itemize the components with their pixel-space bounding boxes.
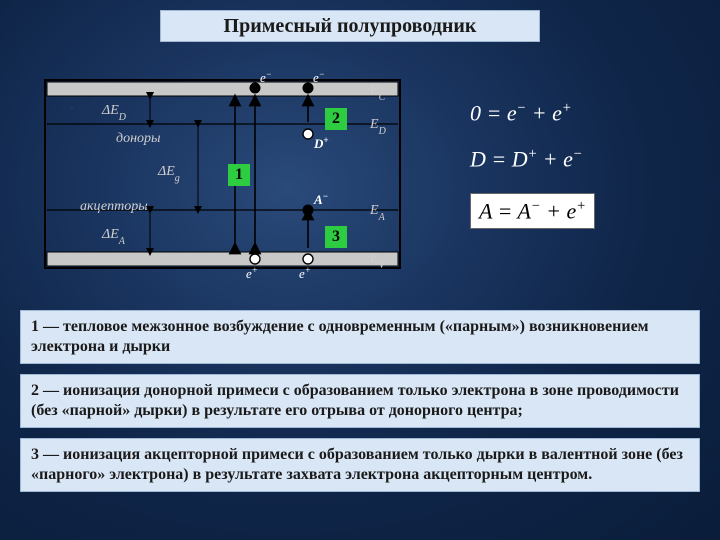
eq2-rhs-a: D — [512, 147, 528, 172]
title-panel: Примесный полупроводник — [160, 10, 540, 42]
marker-1: 1 — [228, 164, 250, 186]
eq3-rhs-a: A — [518, 198, 531, 223]
svg-text:A−: A− — [313, 191, 328, 207]
eq3-rhs-b: e — [566, 198, 576, 223]
eq1-rhs-a: e — [507, 100, 517, 125]
caption-3: 3 — ионизация акцепторной примеси с обра… — [20, 438, 700, 492]
eq2-rhs-b: e — [563, 147, 573, 172]
conduction-band — [47, 82, 398, 96]
equation-2: D = D+ + e− — [470, 146, 690, 172]
equation-3: A = A− + e+ — [470, 193, 595, 229]
label-dEg: ΔEg — [157, 164, 180, 184]
page-title: Примесный полупроводник — [224, 15, 477, 38]
equations-block: 0 = e− + e+ D = D+ + e− A = A− + e+ — [470, 100, 690, 249]
equation-1: 0 = e− + e+ — [470, 100, 690, 126]
eq2-lhs: D — [470, 147, 486, 172]
label-dEd: ΔED — [101, 103, 127, 123]
eq1-rhs-b: e — [552, 100, 562, 125]
label-donors: доноры — [116, 131, 161, 146]
svg-text:e+: e+ — [299, 265, 311, 281]
marker-3: 3 — [325, 226, 347, 248]
caption-2: 2 — ионизация донорной примеси с образов… — [20, 374, 700, 428]
label-acceptors: акцепторы — [80, 199, 148, 214]
caption-1: 1 — тепловое межзонное возбуждение с одн… — [20, 310, 700, 364]
label-Ed: ED — [369, 117, 387, 137]
eq1-lhs: 0 — [470, 100, 481, 125]
label-dEa: ΔEA — [101, 227, 126, 247]
svg-text:D+: D+ — [313, 135, 329, 151]
svg-text:e+: e+ — [246, 265, 258, 281]
marker-2: 2 — [325, 108, 347, 130]
band-diagram: ΔED доноры ΔEg акцепторы ΔEA EC ED EA EV… — [40, 60, 410, 290]
particle-a-minus: A− — [303, 191, 328, 215]
diagram-svg: ΔED доноры ΔEg акцепторы ΔEA EC ED EA EV… — [40, 60, 410, 290]
captions-block: 1 — тепловое межзонное возбуждение с одн… — [20, 310, 700, 502]
valence-band — [47, 252, 398, 266]
label-Ea: EA — [369, 203, 386, 223]
particle-d-plus: D+ — [303, 129, 329, 151]
eq3-lhs: A — [479, 198, 492, 223]
